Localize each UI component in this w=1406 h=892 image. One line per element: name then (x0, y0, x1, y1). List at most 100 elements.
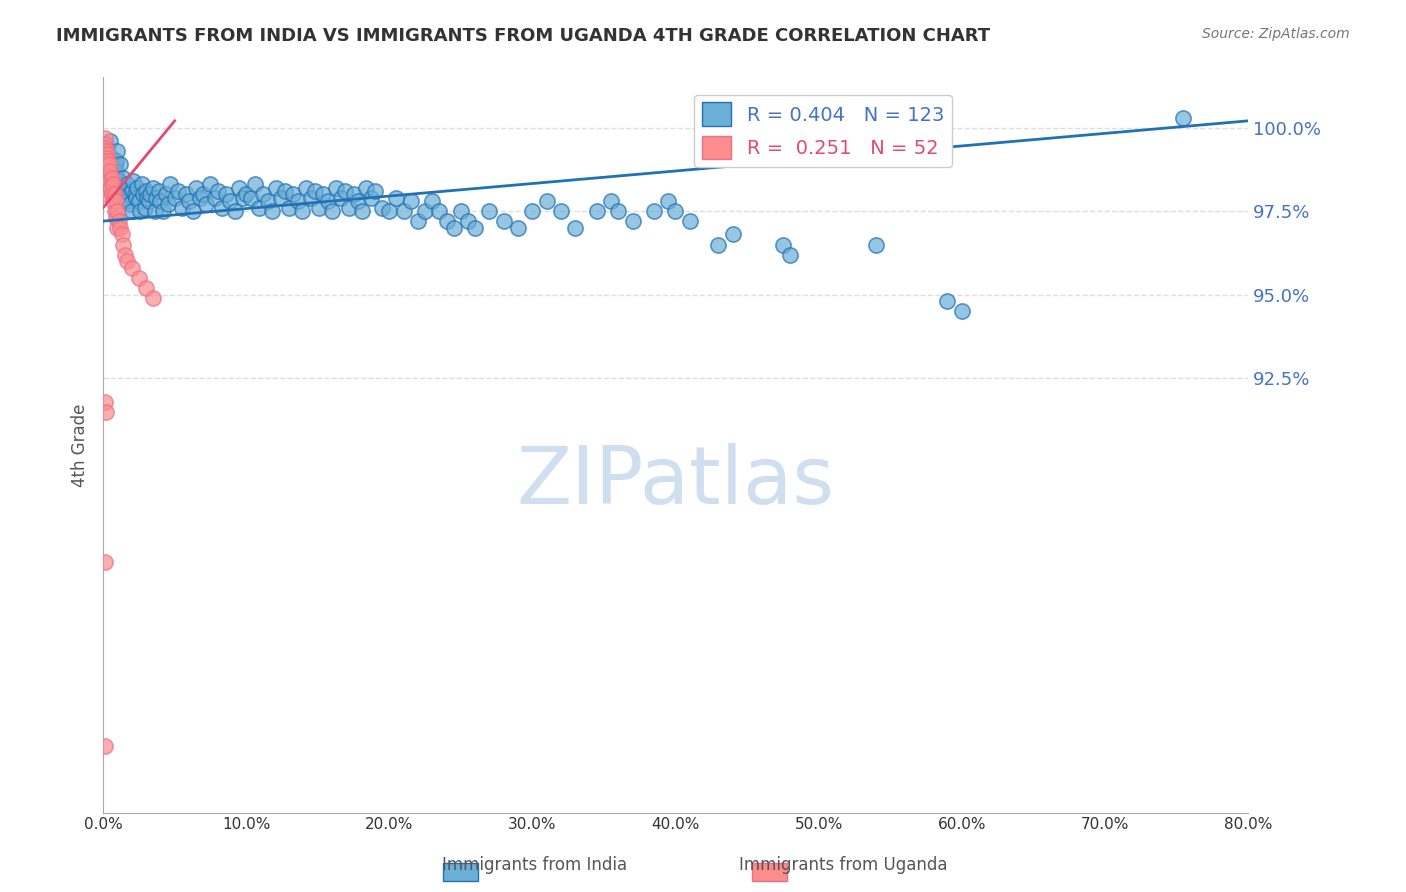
Immigrants from India (360, 191, 382, 205)
Immigrants from India (195, 197, 218, 211)
Immigrants from India (252, 187, 274, 202)
Immigrants from India (120, 197, 142, 211)
Immigrants from India (148, 184, 170, 198)
Immigrants from Uganda (96, 157, 118, 171)
Immigrants from Uganda (93, 739, 115, 753)
Immigrants from India (274, 184, 297, 198)
Immigrants from India (707, 237, 730, 252)
Immigrants from India (492, 214, 515, 228)
Immigrants from India (135, 184, 157, 198)
Text: IMMIGRANTS FROM INDIA VS IMMIGRANTS FROM UGANDA 4TH GRADE CORRELATION CHART: IMMIGRANTS FROM INDIA VS IMMIGRANTS FROM… (56, 27, 990, 45)
Immigrants from India (356, 180, 378, 194)
Immigrants from India (163, 191, 186, 205)
Immigrants from India (278, 201, 301, 215)
Immigrants from India (406, 214, 429, 228)
Immigrants from India (181, 204, 204, 219)
Immigrants from India (378, 204, 401, 219)
Immigrants from Uganda (142, 291, 165, 305)
Immigrants from India (1173, 111, 1195, 125)
Immigrants from India (152, 204, 174, 219)
Immigrants from India (342, 187, 364, 202)
Immigrants from India (679, 214, 702, 228)
Immigrants from India (107, 180, 129, 194)
Immigrants from India (111, 187, 134, 202)
Immigrants from India (211, 201, 233, 215)
Immigrants from India (117, 178, 139, 192)
Immigrants from India (155, 187, 177, 202)
Immigrants from India (239, 191, 262, 205)
Immigrants from Uganda (100, 187, 122, 202)
Immigrants from India (664, 204, 686, 219)
Immigrants from India (295, 180, 318, 194)
Immigrants from India (457, 214, 479, 228)
Immigrants from Uganda (105, 211, 128, 225)
Immigrants from India (114, 191, 136, 205)
Text: Immigrants from Uganda: Immigrants from Uganda (740, 856, 948, 874)
Immigrants from India (865, 237, 887, 252)
Immigrants from India (235, 187, 257, 202)
Immigrants from India (142, 180, 165, 194)
Immigrants from India (177, 194, 200, 208)
Immigrants from India (936, 294, 959, 309)
Immigrants from India (108, 174, 131, 188)
Immigrants from India (215, 187, 238, 202)
Immigrants from India (329, 191, 352, 205)
Immigrants from India (131, 178, 153, 192)
Immigrants from Uganda (98, 164, 121, 178)
Immigrants from India (312, 187, 335, 202)
Immigrants from Uganda (94, 144, 117, 158)
Immigrants from India (643, 204, 665, 219)
Immigrants from India (264, 180, 287, 194)
Immigrants from India (256, 194, 278, 208)
Text: Source: ZipAtlas.com: Source: ZipAtlas.com (1202, 27, 1350, 41)
Immigrants from Uganda (111, 227, 134, 242)
Immigrants from India (364, 184, 387, 198)
Immigrants from India (308, 201, 330, 215)
Immigrants from India (392, 204, 415, 219)
Immigrants from India (243, 178, 266, 192)
Legend: R = 0.404   N = 123, R =  0.251   N = 52: R = 0.404 N = 123, R = 0.251 N = 52 (695, 95, 952, 167)
Immigrants from India (247, 201, 270, 215)
Immigrants from India (125, 191, 148, 205)
Immigrants from Uganda (94, 394, 117, 409)
Immigrants from India (536, 194, 558, 208)
Immigrants from Uganda (97, 170, 120, 185)
Immigrants from India (316, 194, 339, 208)
Immigrants from Uganda (93, 170, 115, 185)
Immigrants from India (156, 197, 179, 211)
Immigrants from India (100, 151, 122, 165)
Immigrants from India (204, 191, 226, 205)
Immigrants from India (224, 204, 246, 219)
Immigrants from India (149, 194, 172, 208)
Immigrants from Uganda (97, 157, 120, 171)
Immigrants from Uganda (107, 204, 129, 219)
Immigrants from India (436, 214, 458, 228)
Immigrants from India (193, 187, 215, 202)
Immigrants from India (346, 194, 368, 208)
Immigrants from India (260, 204, 283, 219)
Immigrants from Uganda (105, 194, 128, 208)
Immigrants from India (291, 204, 314, 219)
Immigrants from India (115, 194, 138, 208)
Immigrants from Uganda (94, 180, 117, 194)
Immigrants from India (129, 204, 152, 219)
Immigrants from India (98, 134, 121, 148)
Immigrants from Uganda (94, 164, 117, 178)
Immigrants from India (118, 187, 141, 202)
Immigrants from India (145, 191, 167, 205)
Immigrants from Uganda (93, 144, 115, 158)
Immigrants from India (200, 178, 222, 192)
Immigrants from India (352, 204, 374, 219)
Immigrants from India (121, 184, 143, 198)
Immigrants from Uganda (100, 170, 122, 185)
Immigrants from Uganda (114, 247, 136, 261)
Immigrants from India (105, 164, 128, 178)
Immigrants from Uganda (101, 178, 124, 192)
Immigrants from Uganda (93, 130, 115, 145)
Immigrants from India (600, 194, 623, 208)
Text: Immigrants from India: Immigrants from India (441, 856, 627, 874)
Immigrants from India (103, 157, 125, 171)
Immigrants from India (506, 220, 529, 235)
Immigrants from India (184, 180, 207, 194)
Immigrants from India (270, 191, 292, 205)
